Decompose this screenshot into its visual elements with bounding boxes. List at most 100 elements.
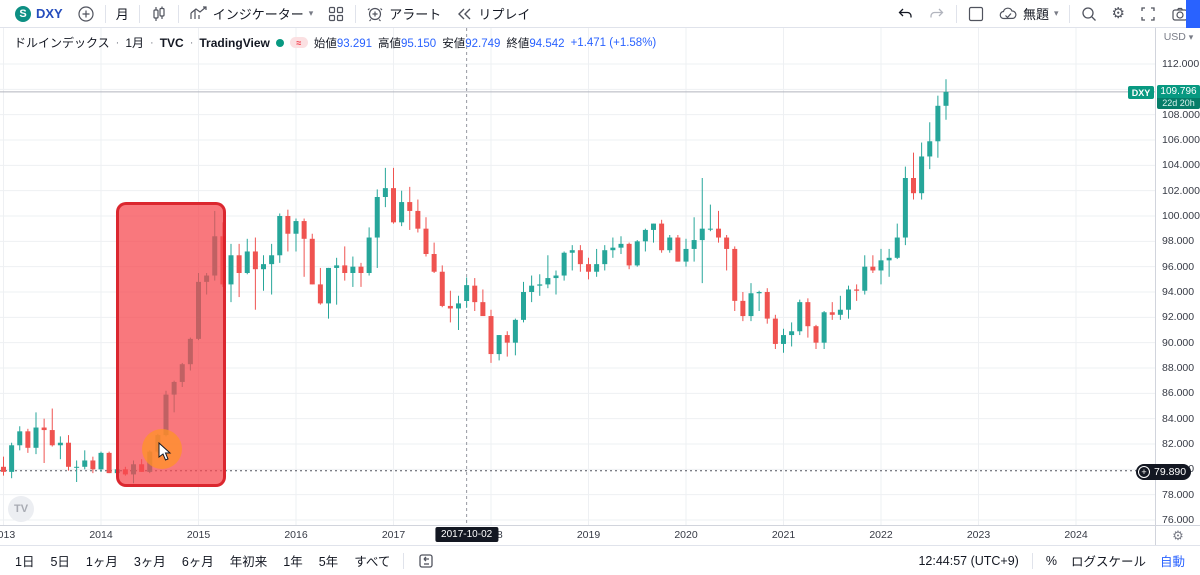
candle[interactable] bbox=[610, 237, 616, 258]
candle[interactable] bbox=[797, 299, 803, 336]
candle[interactable] bbox=[911, 152, 916, 200]
candle[interactable] bbox=[358, 262, 364, 287]
candle[interactable] bbox=[626, 242, 632, 270]
candle[interactable] bbox=[17, 426, 23, 451]
candle[interactable] bbox=[464, 277, 470, 308]
candle[interactable] bbox=[407, 186, 413, 230]
candle[interactable] bbox=[431, 242, 437, 273]
compare-add-button[interactable] bbox=[70, 3, 102, 25]
range-button-1日[interactable]: 1日 bbox=[15, 555, 35, 569]
candle[interactable] bbox=[569, 245, 575, 271]
candle[interactable] bbox=[301, 218, 307, 277]
interval-button[interactable]: 月 bbox=[109, 2, 136, 25]
candle[interactable] bbox=[805, 298, 811, 338]
candle[interactable] bbox=[252, 237, 258, 310]
candle[interactable] bbox=[756, 290, 762, 311]
candle[interactable] bbox=[374, 189, 380, 268]
search-button[interactable] bbox=[1073, 3, 1105, 25]
candle[interactable] bbox=[236, 243, 242, 298]
candle[interactable] bbox=[683, 238, 689, 267]
range-button-年初来[interactable]: 年初来 bbox=[229, 555, 268, 569]
realtime-status-icon[interactable] bbox=[275, 38, 284, 47]
candle[interactable] bbox=[943, 79, 949, 120]
replay-button[interactable]: リプレイ bbox=[448, 2, 537, 25]
candle[interactable] bbox=[935, 95, 941, 158]
fullscreen-button[interactable] bbox=[1132, 3, 1164, 25]
candle[interactable] bbox=[545, 255, 551, 289]
auto-scale-button[interactable]: 自動 bbox=[1159, 555, 1185, 569]
candle[interactable] bbox=[342, 246, 348, 281]
candle[interactable] bbox=[447, 290, 453, 323]
chart-pane[interactable]: ドルインデックス · 1月 · TVC · TradingView ≈ 始値93… bbox=[0, 28, 1155, 525]
candle[interactable] bbox=[41, 418, 47, 463]
candle[interactable] bbox=[642, 228, 648, 252]
candle[interactable] bbox=[293, 218, 299, 252]
axis-settings-corner[interactable]: ⚙ bbox=[1155, 525, 1200, 545]
candle[interactable] bbox=[537, 274, 543, 296]
candle[interactable] bbox=[813, 324, 819, 349]
candle[interactable] bbox=[878, 248, 884, 285]
candle[interactable] bbox=[472, 278, 478, 311]
candle[interactable] bbox=[90, 456, 96, 474]
candle[interactable] bbox=[391, 167, 396, 224]
candle[interactable] bbox=[309, 233, 315, 285]
candle[interactable] bbox=[594, 248, 600, 277]
candle[interactable] bbox=[366, 227, 372, 276]
candle[interactable] bbox=[456, 295, 461, 330]
candle[interactable] bbox=[577, 245, 583, 272]
highlight-rectangle-annotation[interactable] bbox=[116, 202, 226, 487]
candle[interactable] bbox=[244, 238, 250, 275]
candle[interactable] bbox=[521, 281, 526, 323]
candle[interactable] bbox=[504, 331, 510, 357]
candle[interactable] bbox=[261, 255, 266, 291]
candle[interactable] bbox=[699, 178, 705, 284]
candle[interactable] bbox=[846, 285, 851, 319]
candle[interactable] bbox=[894, 223, 900, 260]
candle[interactable] bbox=[651, 223, 656, 243]
candle[interactable] bbox=[740, 292, 746, 322]
add-alert-plus-icon[interactable]: + bbox=[1138, 466, 1150, 478]
candle[interactable] bbox=[82, 450, 88, 470]
candle[interactable] bbox=[106, 451, 112, 474]
price-axis[interactable]: USD ▾ 109.796 22d 20h 112.000110.000108.… bbox=[1155, 28, 1200, 526]
candle[interactable] bbox=[269, 243, 275, 295]
candle[interactable] bbox=[326, 267, 331, 319]
candle[interactable] bbox=[529, 275, 535, 303]
range-button-6ヶ月[interactable]: 6ヶ月 bbox=[181, 555, 214, 569]
candle[interactable] bbox=[748, 283, 754, 322]
alert-button[interactable]: アラート bbox=[359, 2, 448, 25]
candle[interactable] bbox=[707, 204, 713, 232]
candle[interactable] bbox=[512, 318, 518, 356]
candle[interactable] bbox=[334, 257, 340, 305]
candle[interactable] bbox=[66, 435, 71, 471]
cloud-save-button[interactable]: 無題 ▾ bbox=[992, 2, 1066, 25]
layout-select-button[interactable] bbox=[960, 3, 992, 25]
range-button-すべて[interactable]: すべて bbox=[354, 555, 391, 569]
range-button-5日[interactable]: 5日 bbox=[50, 555, 70, 569]
candle[interactable] bbox=[902, 166, 908, 246]
candle[interactable] bbox=[732, 246, 738, 311]
candle[interactable] bbox=[675, 235, 681, 262]
candle[interactable] bbox=[561, 251, 567, 281]
currency-selector[interactable]: USD ▾ bbox=[1156, 31, 1200, 43]
candle[interactable] bbox=[49, 408, 55, 447]
delayed-data-icon[interactable]: ≈ bbox=[289, 37, 308, 48]
price-level-badge[interactable]: + 79.890 bbox=[1136, 464, 1192, 480]
layout-grid-button[interactable] bbox=[320, 3, 352, 25]
range-button-1ヶ月[interactable]: 1ヶ月 bbox=[85, 555, 118, 569]
candle[interactable] bbox=[382, 167, 388, 208]
chart-legend[interactable]: ドルインデックス · 1月 · TVC · TradingView ≈ 始値93… bbox=[14, 34, 656, 51]
candle[interactable] bbox=[724, 235, 730, 271]
candle[interactable] bbox=[716, 210, 721, 243]
goto-date-button[interactable] bbox=[410, 550, 442, 572]
candle[interactable] bbox=[854, 284, 860, 301]
indicators-button[interactable]: インジケーター ▾ bbox=[182, 2, 321, 25]
candle[interactable] bbox=[618, 236, 624, 254]
candle[interactable] bbox=[277, 213, 283, 263]
candle[interactable] bbox=[764, 288, 770, 324]
percent-scale-button[interactable]: % bbox=[1045, 553, 1057, 568]
candle[interactable] bbox=[317, 267, 323, 305]
candle[interactable] bbox=[862, 255, 868, 295]
candle[interactable] bbox=[399, 190, 405, 227]
candle[interactable] bbox=[415, 199, 421, 233]
